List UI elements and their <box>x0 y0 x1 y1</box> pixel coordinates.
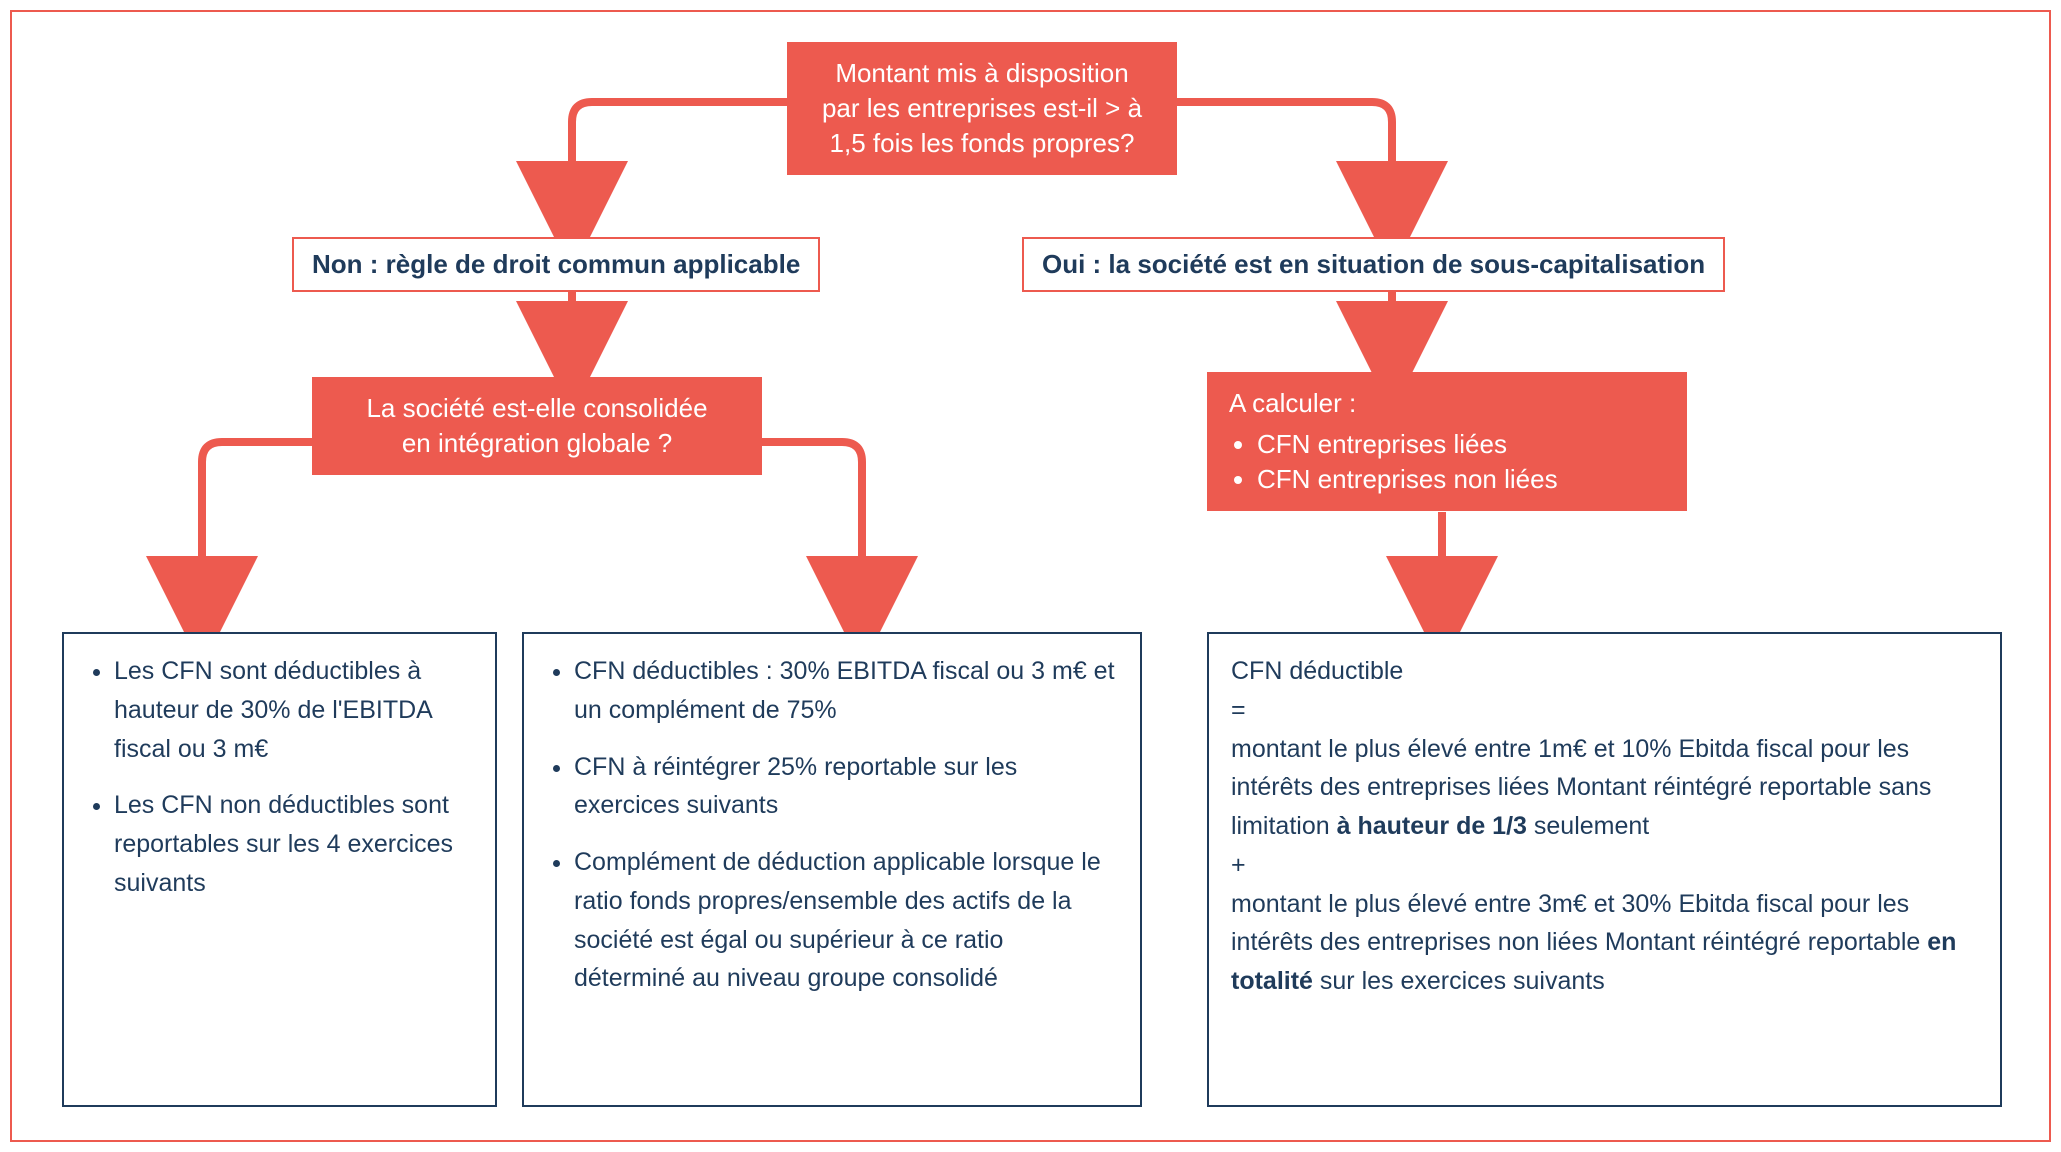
calc-item2: CFN entreprises non liées <box>1257 462 1665 497</box>
node-branch-yes: Oui : la société est en situation de sou… <box>1022 237 1725 292</box>
top-q-line2: par les entreprises est-il > à <box>822 93 1142 123</box>
leaf-left-b2: Les CFN non déductibles sont reportables… <box>114 786 473 902</box>
leaf-right: CFN déductible = montant le plus élevé e… <box>1207 632 2002 1107</box>
connector-no-to-q2 <box>12 12 812 412</box>
lr-l5c: sur les exercices suivants <box>1313 967 1605 995</box>
lr-l3b: à hauteur de 1/3 <box>1337 812 1527 840</box>
leaf-mid-b1: CFN déductibles : 30% EBITDA fiscal ou 3… <box>574 652 1118 730</box>
lr-l3c: seulement <box>1527 812 1649 840</box>
calc-title: A calculer : <box>1229 386 1665 421</box>
node-branch-no: Non : règle de droit commun applicable <box>292 237 820 292</box>
branch-no-text: Non : règle de droit commun applicable <box>312 249 800 279</box>
leaf-left-b1: Les CFN sont déductibles à hauteur de 30… <box>114 652 473 768</box>
flowchart-frame: Montant mis à disposition par les entrep… <box>10 10 2051 1142</box>
lr-l3: montant le plus élevé entre 1m€ et 10% E… <box>1231 730 1978 846</box>
node-q2: La société est-elle consolidée en intégr… <box>312 377 762 475</box>
leaf-mid-b2: CFN à réintégrer 25% reportable sur les … <box>574 748 1118 826</box>
lr-l5a: montant le plus élevé entre 3m€ et 30% E… <box>1231 890 1927 957</box>
leaf-mid-b3: Complément de déduction applicable lorsq… <box>574 843 1118 998</box>
lr-l5: montant le plus élevé entre 3m€ et 30% E… <box>1231 885 1978 1001</box>
leaf-left: Les CFN sont déductibles à hauteur de 30… <box>62 632 497 1107</box>
top-q-line1: Montant mis à disposition <box>835 58 1128 88</box>
branch-yes-text: Oui : la société est en situation de sou… <box>1042 249 1705 279</box>
lr-l4: + <box>1231 846 1978 885</box>
node-calc: A calculer : CFN entreprises liées CFN e… <box>1207 372 1687 511</box>
calc-item1: CFN entreprises liées <box>1257 427 1665 462</box>
q2-line1: La société est-elle consolidée <box>366 393 707 423</box>
lr-l2: = <box>1231 691 1978 730</box>
q2-line2: en intégration globale ? <box>402 428 672 458</box>
leaf-mid: CFN déductibles : 30% EBITDA fiscal ou 3… <box>522 632 1142 1107</box>
lr-l1: CFN déductible <box>1231 652 1978 691</box>
top-q-line3: 1,5 fois les fonds propres? <box>830 128 1135 158</box>
node-top-question: Montant mis à disposition par les entrep… <box>787 42 1177 175</box>
